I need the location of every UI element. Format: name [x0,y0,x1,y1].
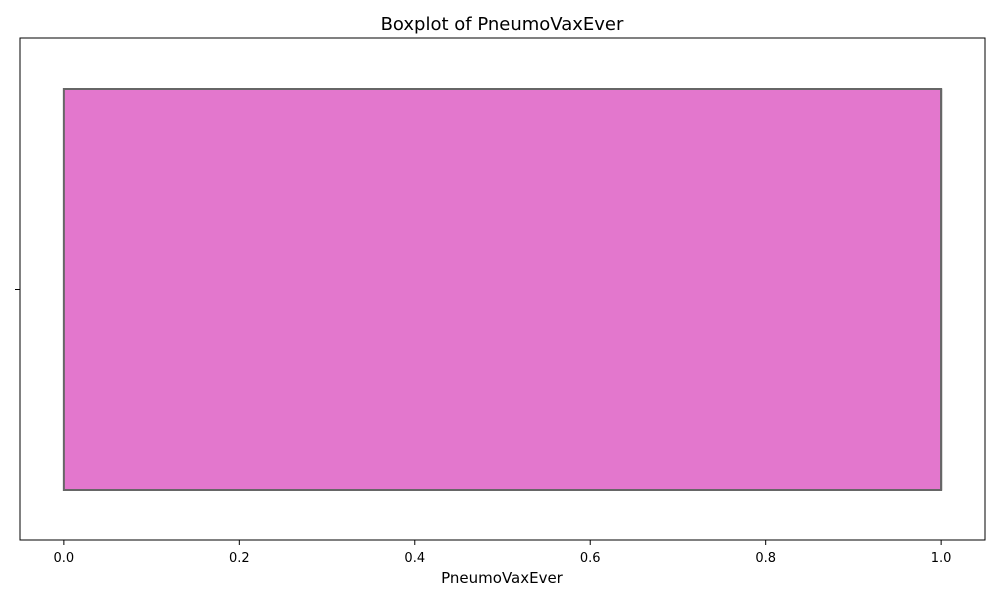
chart-title: Boxplot of PneumoVaxEver [381,14,624,35]
x-tick-label: 1.0 [931,551,952,566]
x-tick-label: 0.2 [229,551,250,566]
box-layer [62,88,943,491]
x-axis-ticks: 0.0 0.2 0.4 0.6 0.8 1.0 [54,540,952,566]
x-axis-label: PneumoVaxEver [441,569,564,587]
box-iqr [62,88,943,491]
x-tick-label: 0.6 [580,551,601,566]
x-tick-label: 0.4 [404,551,425,566]
x-tick-label: 0.0 [54,551,75,566]
x-tick-label: 0.8 [755,551,776,566]
